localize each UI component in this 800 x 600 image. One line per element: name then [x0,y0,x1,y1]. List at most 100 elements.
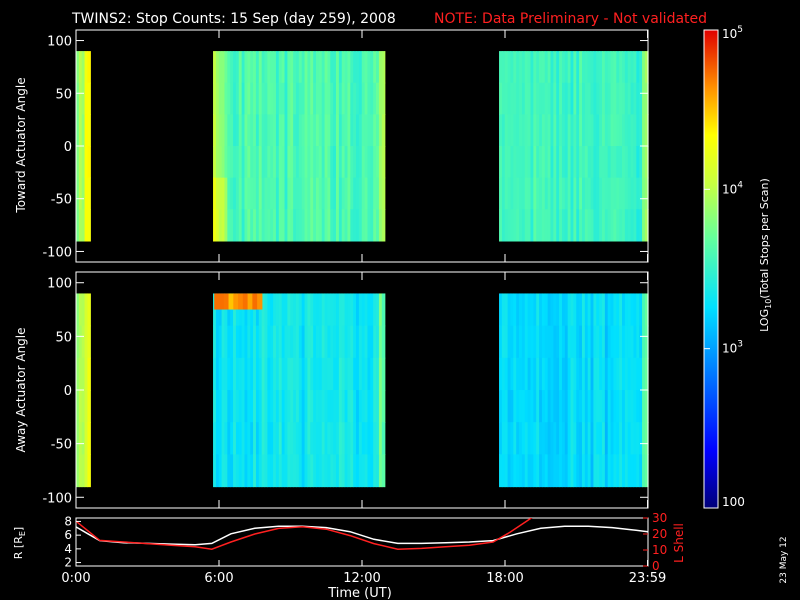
heatmap-cell [278,82,283,115]
heatmap-cell [267,177,271,210]
heatmap-cell [559,454,563,488]
heatmap-cell [356,146,360,179]
heatmap-cell [278,422,283,455]
heatmap-cell [336,209,340,242]
heatmap-cell [519,357,523,391]
heatmap-cell [576,51,580,84]
heatmap-cell [642,177,646,210]
heatmap-cell [581,422,586,455]
heatmap-cell [579,357,583,391]
heatmap-cell [87,82,91,115]
heatmap-cell [307,325,311,359]
heatmap-cell [610,357,615,391]
heatmap-cell [644,146,649,179]
heatmap-cell [327,177,331,210]
heatmap-hot-cell [257,293,263,310]
heatmap-cell [573,146,577,179]
heatmap-cell [550,114,554,147]
heatmap-cell [507,209,512,242]
heatmap-cell [499,82,503,115]
heatmap-cell [584,422,589,455]
heatmap-cell [364,454,369,488]
heatmap-cell [318,422,323,455]
xtick-label: 23:59 [629,571,666,586]
heatmap-cell [316,454,320,488]
heatmap-cell [567,293,572,327]
heatmap-cell [527,177,532,210]
heatmap-cell [619,357,623,391]
heatmap-cell [261,422,266,455]
heatmap-hot-cell [238,293,244,310]
heatmap-cell [215,177,220,210]
heatmap-cell [356,390,360,423]
heatmap-cell [258,422,263,455]
heatmap-cell [235,51,240,84]
heatmap-cell [333,146,337,179]
heatmap-cell [501,390,506,423]
heatmap-cell [370,293,374,327]
heatmap-cell [527,422,532,455]
heatmap-cell [376,51,380,84]
heatmap-cell [579,293,583,327]
panel-frame [75,517,649,567]
heatmap-cell [604,454,609,488]
heatmap-cell [561,454,566,488]
heatmap-cell [347,82,351,115]
heatmap-cell [84,146,89,179]
heatmap-cell [624,146,629,179]
heatmap-cell [619,177,623,210]
heatmap-cell [318,209,323,242]
heatmap-cell [510,293,514,327]
heatmap-cell [356,209,360,242]
heatmap-cell [353,51,357,84]
heatmap-cell [521,177,526,210]
heatmap-cell [564,82,569,115]
heatmap-cell [510,114,514,147]
heatmap-cell [330,114,334,147]
heatmap-cell [616,146,620,179]
heatmap-cell [84,293,89,327]
heatmap-cell [287,114,291,147]
heatmap-cell [510,146,514,179]
heatmap-cell [524,357,529,391]
heatmap-cell [559,177,563,210]
heatmap-cell [576,422,580,455]
heatmap-cell [81,146,86,179]
heatmap-cell [350,82,354,115]
heatmap-cell [573,51,577,84]
heatmap-cell [636,422,640,455]
heatmap-cell [556,146,560,179]
heatmap-cell [250,177,254,210]
heatmap-cell [587,209,592,242]
heatmap-cell [564,209,569,242]
heatmap-cell [290,422,294,455]
heatmap-cell [530,422,534,455]
heatmap-cell [295,209,300,242]
heatmap-cell [373,357,377,391]
heatmap-cell [579,422,583,455]
heatmap-cell [290,293,294,327]
heatmap-cell [350,293,354,327]
heatmap-cell [639,454,643,488]
heatmap-cell [298,390,303,423]
heatmap-cell [264,51,268,84]
heatmap-cell [298,357,303,391]
heatmap-cell [516,209,520,242]
heatmap-cell [253,454,257,488]
heatmap-cell [353,177,357,210]
heatmap-cell [616,454,620,488]
heatmap-cell [381,422,386,455]
heatmap-cell [324,114,329,147]
heatmap-cell [330,325,334,359]
heatmap-cell [553,51,557,84]
heatmap-cell [644,454,649,488]
heatmap-cell [584,293,589,327]
heatmap-cell [84,454,89,488]
heatmap-cell [604,390,609,423]
heatmap-cell [507,82,512,115]
heatmap-cell [87,114,91,147]
heatmap-cell [533,422,537,455]
heatmap-cell [310,390,314,423]
heatmap-cell [313,51,317,84]
heatmap-cell [321,209,326,242]
